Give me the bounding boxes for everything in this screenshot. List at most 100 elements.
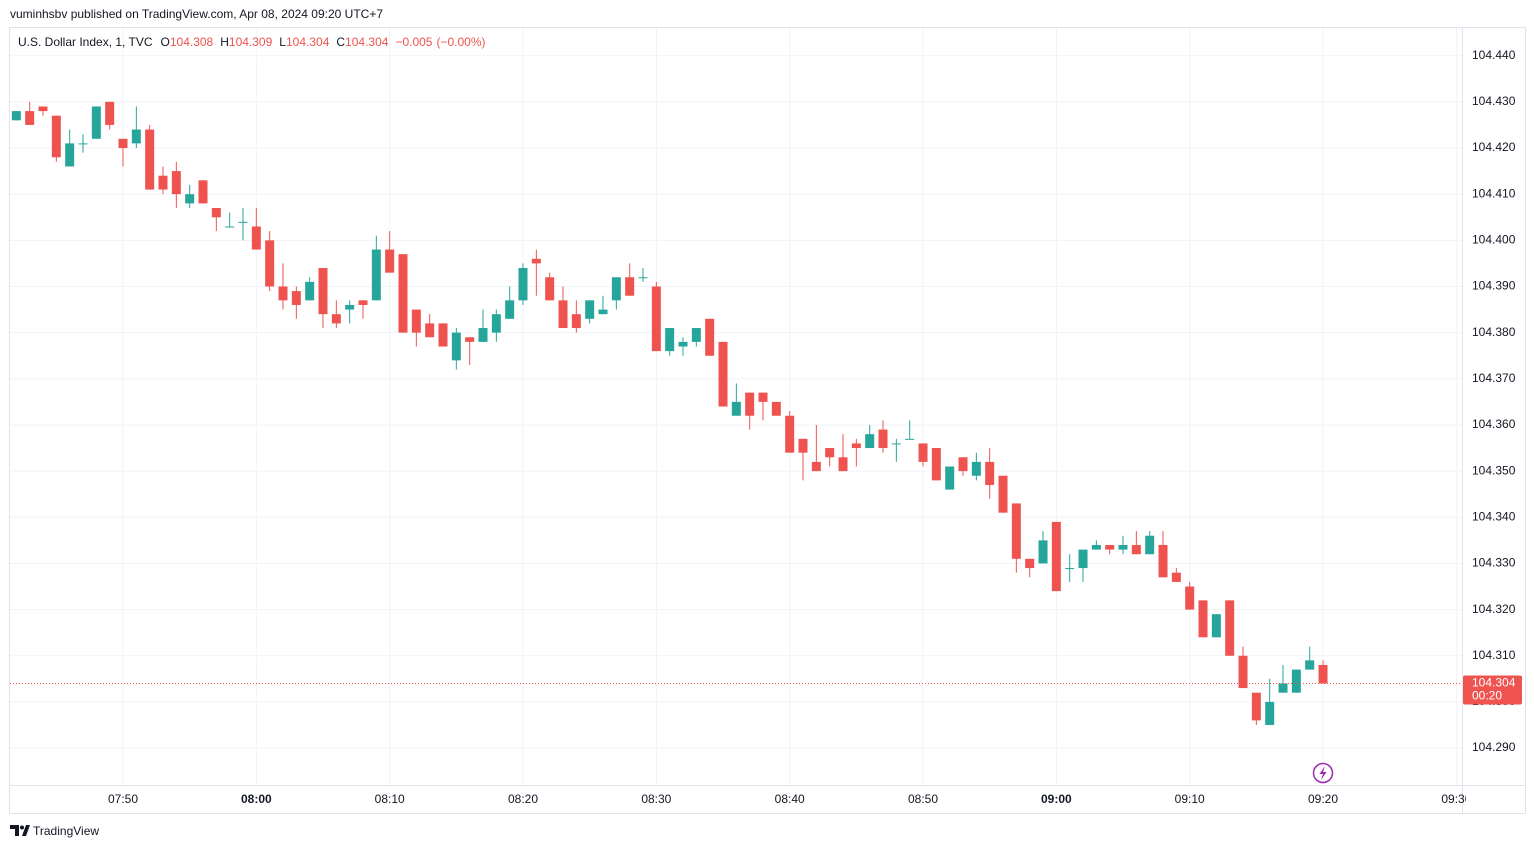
y-tick-label: 104.310 [1472, 648, 1516, 662]
candle-body [91, 106, 101, 139]
ohlc-value: 104.308 [169, 35, 214, 49]
candle-body [131, 129, 141, 144]
y-tick-label: 104.350 [1472, 463, 1516, 477]
candle-body [878, 429, 888, 449]
x-tick-label: 07:50 [108, 792, 138, 806]
candle-body [358, 300, 368, 305]
grid [10, 28, 1462, 785]
candle-body [1185, 586, 1195, 610]
candle-body [78, 143, 88, 145]
y-tick-label: 104.430 [1472, 94, 1516, 108]
candle-body [798, 438, 808, 453]
x-tick-label: 08:00 [241, 792, 272, 806]
candle-body [1265, 701, 1275, 725]
footer-brand: TradingView [33, 824, 100, 838]
y-tick-label: 104.320 [1472, 602, 1516, 616]
price-tag-value: 104.304 [1472, 676, 1516, 690]
candle-body [545, 277, 555, 301]
ohlc-label: O [160, 35, 170, 49]
lightning-icon[interactable] [1312, 762, 1334, 784]
logo-mark [10, 825, 30, 836]
candle-body [745, 392, 755, 416]
candle-body [1318, 664, 1328, 684]
candle-body [705, 318, 715, 356]
logo-dot [20, 825, 24, 830]
candle-body [385, 249, 395, 273]
publish-line: vuminhsbv published on TradingView.com, … [10, 7, 384, 21]
candle-body [225, 226, 235, 228]
candle-body [38, 106, 48, 112]
ohlc-value: 104.304 [345, 35, 389, 49]
y-tick-label: 104.340 [1472, 509, 1516, 523]
ohlc-value: 104.304 [285, 35, 330, 49]
candle-body [1198, 600, 1208, 638]
candle-body [1131, 544, 1141, 555]
candle-body [1118, 544, 1128, 550]
candle-body [1225, 600, 1235, 656]
candle-body [945, 466, 955, 490]
candle-body [438, 323, 448, 347]
candle-body [1051, 521, 1061, 592]
price-tag [1463, 675, 1522, 705]
candle-body [1038, 540, 1048, 564]
tv-logo [10, 825, 30, 836]
candle-body [491, 314, 501, 333]
candle-body [771, 401, 781, 416]
candle-body [1025, 558, 1035, 569]
candle-body [505, 300, 515, 319]
candle-body [345, 304, 355, 310]
candle-body [571, 314, 581, 329]
ohlc-label: H [220, 35, 229, 49]
ohlc-label: L [279, 35, 286, 49]
candle-body [638, 277, 648, 279]
candle-body [451, 332, 461, 361]
price-axis: 104.290104.300104.310104.320104.330104.3… [1472, 48, 1516, 754]
candle-body [478, 328, 488, 342]
change-pct: (−0.00%) [436, 35, 486, 49]
x-tick-label: 09:10 [1175, 792, 1205, 806]
candle-body [211, 208, 221, 218]
candle-body [891, 443, 901, 445]
ohlc-value: 104.309 [228, 35, 273, 49]
candle-body [238, 221, 248, 223]
candle-body [171, 171, 181, 195]
symbol: U.S. Dollar Index, 1, TVC [18, 35, 153, 49]
candle-body [398, 254, 408, 333]
candle-body [305, 281, 315, 301]
candle-body [291, 291, 301, 305]
candle-body [1278, 683, 1288, 693]
candle-body [558, 300, 568, 329]
candle-body [1305, 660, 1315, 670]
candle-body [1078, 549, 1088, 569]
ohlc: O104.308 H104.309 L104.304 C104.304 −0.005 (−… [153, 35, 486, 49]
y-tick-label: 104.440 [1472, 48, 1516, 62]
candle-body [185, 194, 195, 204]
candle-body [425, 323, 435, 338]
candle-body [265, 240, 275, 287]
x-tick-label: 09:20 [1308, 792, 1338, 806]
candle-body [531, 258, 541, 264]
x-tick-label: 08:30 [641, 792, 671, 806]
candle-body [278, 286, 288, 301]
candle-body [1238, 655, 1248, 689]
candle-body [1211, 614, 1221, 638]
y-tick-label: 104.390 [1472, 279, 1516, 293]
icon-ring [1312, 762, 1334, 784]
candle-body [51, 115, 61, 158]
icon-bolt [1319, 766, 1327, 780]
candle-body [331, 314, 341, 324]
candle-body [518, 268, 528, 301]
candle-body [838, 457, 848, 472]
candle-body [905, 438, 915, 440]
y-tick-label: 104.400 [1472, 233, 1516, 247]
candle-body [651, 286, 661, 352]
candle-body [145, 129, 155, 190]
candle-body [1291, 669, 1301, 693]
candle-body [691, 328, 701, 342]
time-axis: 07:50 08:00 08:10 08:20 08:30 08:40 08:50 09:00… [108, 792, 1466, 806]
x-tick-label: 08:50 [908, 792, 938, 806]
candle-body [1105, 544, 1115, 550]
candle-body [1091, 544, 1101, 550]
y-tick-label: 104.370 [1472, 371, 1516, 385]
candle-body [598, 309, 608, 315]
